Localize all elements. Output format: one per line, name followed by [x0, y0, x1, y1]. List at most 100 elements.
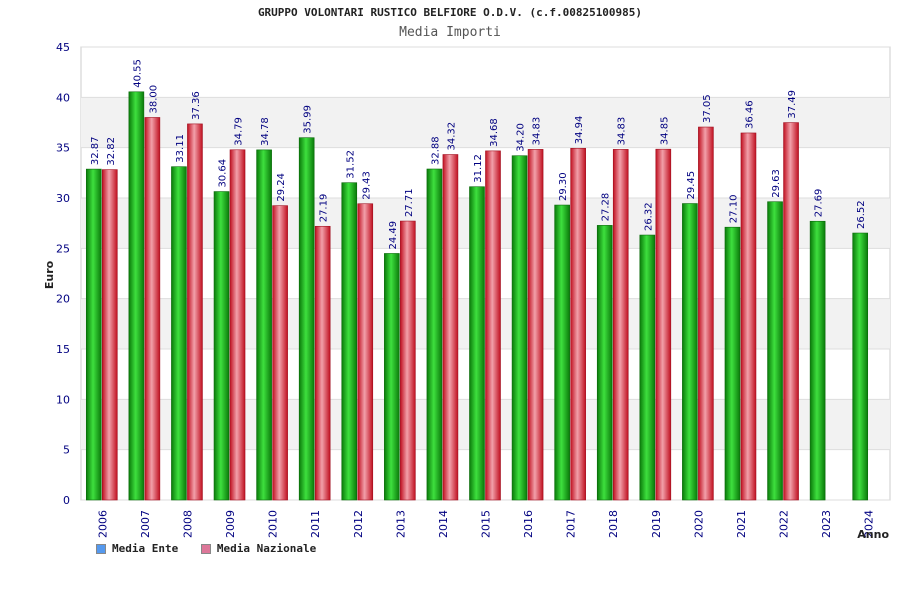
bar-media-nazionale — [144, 117, 161, 501]
y-tick-label: 40 — [56, 91, 70, 104]
x-axis-label: Anno — [857, 528, 889, 541]
data-label: 37.05 — [702, 94, 713, 123]
data-label: 24.49 — [388, 221, 399, 250]
bar-media-ente — [852, 232, 869, 501]
data-label: 34.20 — [516, 123, 527, 152]
data-label: 34.32 — [446, 122, 457, 151]
bar-media-ente — [171, 166, 187, 501]
data-label: 34.78 — [260, 117, 271, 146]
x-tick-label: 2024 — [863, 510, 876, 538]
bar-media-ente — [128, 91, 145, 501]
data-label: 27.71 — [404, 188, 415, 217]
data-label: 27.28 — [601, 193, 612, 222]
bar-media-nazionale — [442, 154, 459, 501]
x-tick-label: 2006 — [96, 510, 109, 538]
x-tick-label: 2013 — [394, 510, 407, 538]
data-label: 34.83 — [617, 117, 628, 146]
x-tick-label: 2010 — [267, 510, 280, 538]
bar-media-ente — [554, 204, 570, 501]
data-label: 33.11 — [175, 134, 186, 163]
data-label: 29.30 — [558, 172, 569, 201]
bar-media-ente — [767, 201, 783, 501]
x-tick-label: 2023 — [820, 510, 833, 538]
data-label: 38.00 — [148, 85, 159, 114]
x-tick-label: 2011 — [309, 510, 322, 538]
legend: Media Ente Media Nazionale — [96, 542, 332, 557]
bar-media-ente — [384, 253, 400, 501]
data-label: 35.99 — [303, 105, 314, 134]
data-label: 29.63 — [771, 169, 782, 198]
data-label: 37.36 — [191, 91, 202, 120]
bar-media-ente — [724, 226, 741, 501]
legend-label-nazionale: Media Nazionale — [216, 542, 317, 555]
data-label: 27.19 — [319, 194, 330, 223]
bar-media-nazionale — [698, 126, 714, 501]
bar-media-nazionale — [357, 203, 374, 501]
y-tick-label: 10 — [56, 393, 70, 406]
bar-media-ente — [341, 182, 358, 501]
bar-media-ente — [809, 220, 826, 501]
legend-item-ente: Media Ente — [96, 542, 178, 555]
y-tick-label: 30 — [56, 192, 70, 205]
data-label: 34.85 — [659, 117, 670, 146]
bar-media-nazionale — [740, 132, 757, 501]
y-axis-label: Euro — [43, 260, 56, 289]
data-label: 36.46 — [744, 100, 755, 129]
x-tick-label: 2022 — [778, 510, 791, 538]
data-label: 29.24 — [276, 173, 287, 202]
bar-media-nazionale — [485, 150, 501, 501]
data-label: 34.79 — [234, 117, 245, 146]
bar-media-nazionale — [229, 149, 246, 501]
bar-media-nazionale — [187, 123, 203, 501]
data-label: 32.87 — [90, 136, 101, 165]
data-label: 30.64 — [218, 159, 229, 188]
y-tick-label: 35 — [56, 142, 70, 155]
data-label: 32.88 — [430, 136, 441, 165]
legend-swatch-ente — [96, 543, 106, 554]
x-tick-label: 2018 — [607, 510, 620, 538]
y-tick-label: 0 — [63, 494, 70, 507]
x-tick-label: 2017 — [565, 510, 578, 538]
x-tick-label: 2012 — [352, 510, 365, 538]
data-label: 31.12 — [473, 154, 484, 183]
data-label: 31.52 — [345, 150, 356, 179]
bar-media-ente — [511, 155, 528, 501]
bar-media-ente — [639, 234, 656, 501]
bar-media-ente — [682, 203, 698, 501]
y-tick-label: 25 — [56, 242, 70, 255]
chart-subtitle: Media Importi — [399, 25, 501, 40]
x-tick-label: 2007 — [139, 510, 152, 538]
bar-media-ente — [85, 168, 102, 501]
bar-media-nazionale — [570, 147, 586, 501]
bar-media-ente — [596, 225, 613, 501]
y-tick-label: 45 — [56, 41, 70, 54]
data-label: 26.32 — [643, 202, 654, 231]
x-tick-label: 2021 — [735, 510, 748, 538]
x-tick-label: 2014 — [437, 510, 450, 538]
data-label: 37.49 — [787, 90, 798, 119]
data-label: 32.82 — [106, 137, 117, 166]
legend-item-nazionale: Media Nazionale — [200, 542, 317, 555]
bar-media-nazionale — [527, 149, 544, 501]
bar-media-ente — [213, 191, 230, 501]
data-label: 26.52 — [856, 200, 867, 229]
data-label: 29.45 — [686, 171, 697, 200]
data-label: 34.83 — [532, 117, 543, 146]
bar-media-nazionale — [783, 122, 799, 501]
x-tick-label: 2019 — [650, 510, 663, 538]
bar-media-nazionale — [655, 148, 672, 501]
bar-media-ente — [298, 137, 315, 501]
y-tick-label: 5 — [63, 444, 70, 457]
bar-media-nazionale — [400, 220, 416, 501]
y-tick-label: 20 — [56, 293, 70, 306]
x-tick-label: 2015 — [480, 510, 493, 538]
legend-label-ente: Media Ente — [112, 542, 179, 555]
x-tick-label: 2008 — [181, 510, 194, 538]
data-label: 34.68 — [489, 118, 500, 147]
x-tick-label: 2009 — [224, 510, 237, 538]
bar-media-nazionale — [272, 205, 288, 501]
bar-media-ente — [256, 149, 272, 501]
x-tick-label: 2016 — [522, 510, 535, 538]
bar-media-ente — [469, 186, 485, 501]
